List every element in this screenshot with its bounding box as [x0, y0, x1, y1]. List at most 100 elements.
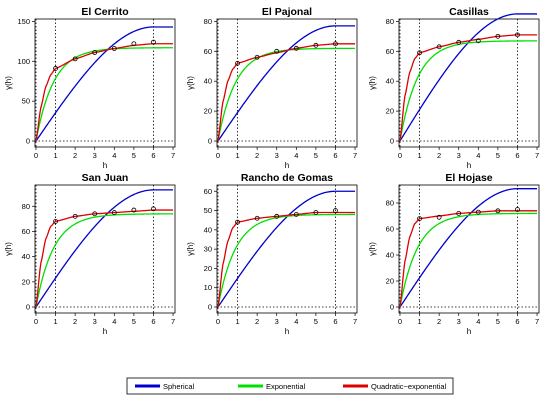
series-line-quadexp — [217, 43, 356, 142]
y-axis-label: γ(h) — [368, 76, 377, 90]
y-tick-label: 100 — [17, 57, 30, 66]
data-point — [131, 207, 137, 213]
x-tick-label: 6 — [515, 151, 519, 160]
x-tick-label: 4 — [112, 317, 116, 326]
x-tick-label: 0 — [34, 151, 38, 160]
data-point — [417, 50, 422, 56]
y-tick-label: 80 — [386, 198, 394, 207]
x-axis-label: h — [285, 161, 289, 170]
data-point — [515, 32, 520, 38]
x-tick-label: 7 — [353, 317, 357, 326]
data-point — [72, 56, 78, 62]
x-tick-label: 5 — [132, 317, 136, 326]
x-tick-label: 0 — [216, 317, 220, 326]
x-axis-label: h — [103, 327, 107, 336]
x-tick-label: 3 — [457, 317, 461, 326]
y-axis-label: γ(h) — [186, 242, 195, 256]
x-tick-label: 4 — [294, 317, 298, 326]
data-point — [475, 209, 481, 215]
panel-title: Casillas — [449, 6, 489, 18]
y-axis-label: γ(h) — [368, 242, 377, 256]
x-tick-label: 6 — [151, 151, 155, 160]
data-point — [436, 44, 442, 50]
x-tick-label: 6 — [333, 317, 337, 326]
plot-frame — [216, 18, 358, 148]
panel-title: San Juan — [82, 172, 129, 184]
x-tick-label: 7 — [353, 151, 357, 160]
x-tick-label: 1 — [235, 317, 239, 326]
y-axis-label: γ(h) — [4, 242, 13, 256]
data-point — [333, 41, 338, 47]
data-point — [235, 60, 240, 66]
y-tick-label: 50 — [22, 97, 30, 106]
x-tick-label: 3 — [275, 317, 279, 326]
x-axis-label: h — [467, 327, 471, 336]
series-line-exponential — [399, 212, 538, 308]
y-tick-label: 40 — [386, 251, 394, 260]
x-tick-label: 2 — [255, 151, 259, 160]
y-tick-label: 60 — [386, 47, 394, 56]
x-tick-label: 3 — [93, 151, 97, 160]
x-axis-label: h — [285, 327, 289, 336]
data-point — [417, 216, 422, 221]
data-point — [475, 38, 481, 44]
data-point — [333, 208, 338, 213]
data-point — [111, 46, 117, 51]
series-line-spherical — [217, 190, 356, 308]
x-tick-label: 5 — [496, 151, 500, 160]
x-tick-label: 2 — [73, 151, 77, 160]
series-line-quadexp — [35, 209, 174, 308]
series-line-quadexp — [399, 210, 538, 308]
panel-4: Rancho de Gomas 0 1 2 3 4 5 6 7 h 0 10 20 30 40 50 60 γ(h… — [186, 172, 358, 336]
y-tick-label: 40 — [204, 225, 212, 234]
data-point — [151, 206, 156, 212]
series-line-quadexp — [399, 34, 538, 142]
y-tick-label: 20 — [22, 277, 30, 286]
data-point — [313, 42, 319, 48]
plot-frame — [34, 184, 176, 314]
x-tick-label: 4 — [294, 151, 298, 160]
x-tick-label: 7 — [535, 151, 539, 160]
y-tick-label: 20 — [204, 264, 212, 273]
legend-label-spherical: Spherical — [163, 382, 195, 391]
x-axis-label: h — [467, 161, 471, 170]
y-tick-label: 0 — [390, 303, 394, 312]
y-tick-label: 80 — [22, 202, 30, 211]
panel-title: El Cerrito — [81, 6, 128, 18]
data-point — [254, 215, 260, 221]
data-point — [92, 50, 98, 55]
series-line-exponential — [35, 213, 174, 308]
panel-title: Rancho de Gomas — [241, 172, 333, 184]
data-point — [293, 212, 299, 217]
data-point — [53, 218, 58, 224]
x-tick-label: 0 — [398, 151, 402, 160]
panel-1: El Pajonal 0 1 2 3 4 5 6 7 h 0 20 40 60 80 γ(h) — [186, 6, 358, 170]
x-tick-label: 3 — [275, 151, 279, 160]
y-tick-label: 40 — [386, 77, 394, 86]
x-tick-label: 4 — [476, 151, 480, 160]
series-line-exponential — [35, 47, 174, 142]
series-line-spherical — [35, 26, 174, 142]
data-point — [456, 39, 462, 45]
panel-title: El Pajonal — [262, 6, 312, 18]
panel-5: El Hojase 0 1 2 3 4 5 6 7 h 0 20 40 60 80 γ(h) — [368, 172, 540, 336]
data-point — [274, 213, 280, 219]
y-tick-label: 60 — [204, 47, 212, 56]
series-line-exponential — [217, 213, 356, 308]
x-tick-label: 4 — [112, 151, 116, 160]
legend-label-exponential: Exponential — [266, 382, 306, 391]
data-point — [274, 48, 280, 54]
panel-0: El Cerrito 0 1 2 3 4 5 6 7 h 0 50 100 150 γ(h) — [4, 6, 176, 170]
plot-frame — [398, 18, 540, 148]
x-tick-label: 0 — [34, 317, 38, 326]
y-tick-label: 40 — [22, 252, 30, 261]
y-tick-label: 10 — [204, 283, 212, 292]
x-tick-label: 7 — [171, 151, 175, 160]
x-tick-label: 1 — [53, 151, 57, 160]
plot-frame — [398, 184, 540, 314]
x-tick-label: 6 — [333, 151, 337, 160]
x-tick-label: 5 — [314, 151, 318, 160]
y-tick-label: 0 — [26, 137, 30, 146]
data-point — [293, 45, 299, 51]
